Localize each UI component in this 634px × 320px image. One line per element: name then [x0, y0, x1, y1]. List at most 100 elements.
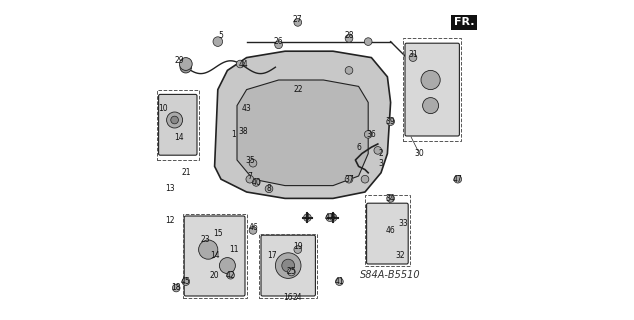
Circle shape: [198, 240, 218, 259]
Text: 11: 11: [229, 245, 238, 254]
Text: S84A-B5510: S84A-B5510: [360, 270, 421, 280]
Text: 45: 45: [181, 277, 191, 286]
FancyBboxPatch shape: [184, 216, 245, 296]
Text: 30: 30: [415, 149, 424, 158]
PathPatch shape: [214, 51, 391, 198]
Text: 46: 46: [248, 223, 258, 232]
Text: 10: 10: [158, 104, 168, 113]
Circle shape: [246, 175, 254, 183]
Bar: [183, 214, 247, 298]
Text: 31: 31: [408, 50, 418, 59]
Bar: [403, 38, 461, 141]
Circle shape: [180, 61, 191, 73]
Text: 26: 26: [274, 37, 283, 46]
Text: 13: 13: [165, 184, 174, 193]
Circle shape: [423, 98, 439, 114]
Bar: [157, 90, 198, 160]
Text: 21: 21: [181, 168, 191, 177]
Text: 14: 14: [210, 252, 219, 260]
Circle shape: [249, 227, 257, 234]
Circle shape: [294, 19, 302, 26]
Circle shape: [345, 175, 353, 183]
Circle shape: [304, 214, 311, 221]
FancyBboxPatch shape: [158, 94, 197, 155]
Circle shape: [281, 259, 295, 272]
Text: 39: 39: [385, 117, 396, 126]
Text: 32: 32: [396, 252, 405, 260]
Circle shape: [213, 37, 223, 46]
Text: 33: 33: [399, 220, 408, 228]
Text: 41: 41: [335, 277, 344, 286]
Text: 46: 46: [385, 226, 396, 235]
Text: 7: 7: [247, 172, 252, 180]
Circle shape: [387, 195, 394, 202]
Text: 34: 34: [385, 194, 396, 203]
Circle shape: [335, 278, 343, 285]
FancyBboxPatch shape: [366, 203, 408, 264]
Circle shape: [227, 271, 235, 279]
Text: 42: 42: [226, 271, 235, 280]
Text: 37: 37: [344, 175, 354, 184]
Circle shape: [249, 159, 257, 167]
Circle shape: [409, 54, 417, 61]
Text: 1: 1: [231, 130, 236, 139]
Text: 47: 47: [453, 175, 463, 184]
Text: 36: 36: [366, 130, 376, 139]
FancyBboxPatch shape: [261, 235, 315, 296]
FancyBboxPatch shape: [405, 43, 460, 136]
Circle shape: [182, 278, 190, 285]
Text: 38: 38: [238, 127, 249, 136]
Text: 19: 19: [293, 242, 302, 251]
Text: 43: 43: [242, 104, 252, 113]
Circle shape: [172, 284, 180, 292]
Circle shape: [294, 246, 302, 253]
Text: 15: 15: [213, 229, 223, 238]
Circle shape: [421, 70, 440, 90]
Text: 40: 40: [251, 178, 261, 187]
Text: FR.: FR.: [454, 17, 474, 28]
Circle shape: [275, 41, 282, 49]
Circle shape: [214, 38, 222, 45]
Circle shape: [365, 131, 372, 138]
Circle shape: [454, 175, 462, 183]
Text: 9: 9: [330, 213, 335, 222]
Circle shape: [179, 58, 192, 70]
Text: 29: 29: [174, 56, 184, 65]
Text: 23: 23: [200, 236, 210, 244]
Text: 2: 2: [378, 149, 384, 158]
Circle shape: [236, 60, 244, 68]
Circle shape: [275, 253, 301, 278]
Text: 3: 3: [378, 159, 384, 168]
Text: 22: 22: [293, 85, 302, 94]
Text: 17: 17: [268, 252, 277, 260]
Circle shape: [374, 147, 382, 154]
Circle shape: [365, 38, 372, 45]
Circle shape: [345, 67, 353, 74]
Circle shape: [326, 214, 333, 221]
Text: 14: 14: [174, 133, 184, 142]
Bar: [365, 195, 410, 266]
Text: 4: 4: [305, 213, 310, 222]
Text: 28: 28: [344, 31, 354, 40]
PathPatch shape: [237, 80, 368, 186]
Circle shape: [252, 179, 260, 186]
Text: 20: 20: [210, 271, 219, 280]
Text: 8: 8: [267, 184, 271, 193]
Circle shape: [265, 185, 273, 193]
Circle shape: [219, 258, 235, 274]
Circle shape: [387, 118, 394, 125]
Text: 35: 35: [245, 156, 255, 164]
Text: 16: 16: [283, 293, 293, 302]
Text: 18: 18: [171, 284, 181, 292]
Text: 24: 24: [293, 293, 302, 302]
Circle shape: [288, 268, 295, 276]
Circle shape: [167, 112, 183, 128]
Text: 5: 5: [219, 31, 223, 40]
Bar: [259, 234, 317, 298]
Text: 25: 25: [287, 268, 296, 276]
Circle shape: [171, 116, 178, 124]
Circle shape: [329, 214, 337, 221]
Text: 44: 44: [238, 60, 249, 68]
Circle shape: [361, 175, 369, 183]
Text: 47: 47: [325, 213, 335, 222]
